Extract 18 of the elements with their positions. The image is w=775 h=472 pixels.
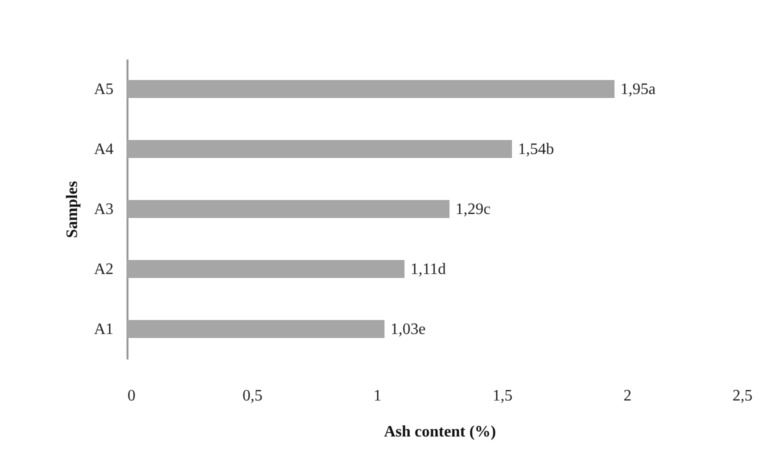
y-tick-label: A1 <box>94 321 114 338</box>
x-tick-label: 1,5 <box>492 388 512 404</box>
x-tick-label: 0,5 <box>242 388 262 404</box>
data-label: 1,11d <box>410 261 446 278</box>
x-axis-title: Ash content (%) <box>384 424 496 440</box>
x-tick-label: 2,5 <box>732 388 752 404</box>
data-label: 1,03e <box>390 321 426 338</box>
y-tick-label: A2 <box>94 261 114 278</box>
data-label: 1,95a <box>620 81 656 98</box>
data-label: 1,29c <box>456 201 491 218</box>
x-tick-label: 2 <box>624 388 632 404</box>
y-axis-title: Samples <box>64 181 81 238</box>
x-tick-label: 1 <box>374 388 382 404</box>
data-label: 1,54b <box>518 141 554 158</box>
y-tick-label: A5 <box>94 81 114 98</box>
y-tick-label: A3 <box>94 201 114 218</box>
y-tick-label: A4 <box>94 141 114 158</box>
x-tick-label: 0 <box>128 388 136 404</box>
